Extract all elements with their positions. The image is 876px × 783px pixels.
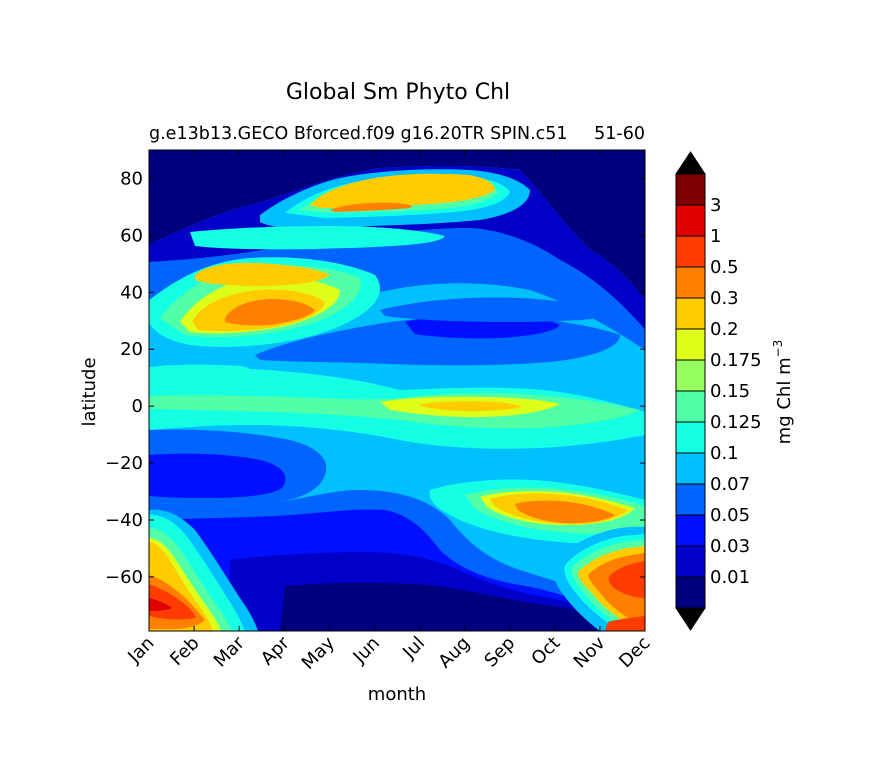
colorbar-band-0	[676, 577, 705, 608]
contour-na-bloom-orange	[225, 299, 315, 326]
x-tick-label-jun: Jun	[349, 633, 384, 668]
colorbar-tick-label-4: 0.1	[710, 443, 739, 464]
colorbar-label-base: mg Chl m	[774, 357, 795, 444]
contour-field	[149, 150, 645, 631]
colorbar-tick-label-1: 0.03	[710, 536, 750, 557]
colorbar-band-5	[676, 422, 705, 453]
colorbar-band-9	[676, 298, 705, 329]
colorbar-band-12	[676, 205, 705, 236]
contour-ss-bloom-bottom	[605, 616, 645, 631]
colorbar	[675, 151, 706, 631]
y-tick-label-0: 0	[132, 396, 143, 417]
contour-arctic-bloom-orange	[330, 202, 412, 212]
colorbar-band-2	[676, 515, 705, 546]
x-tick-label-oct: Oct	[527, 633, 564, 670]
x-tick-label-mar: Mar	[210, 632, 249, 671]
colorbar-band-13	[676, 174, 705, 205]
contour-sa-bloom-orange	[515, 500, 615, 524]
x-axis-label: month	[368, 684, 426, 705]
x-tick-label-apr: Apr	[257, 632, 294, 669]
colorbar-band-3	[676, 484, 705, 515]
colorbar-tick-labels: 0.01 0.03 0.05 0.07 0.1 0.125 0.15 0.175 0.2 0.3 0…	[710, 195, 762, 588]
chart-title: Global Sm Phyto Chl	[286, 80, 510, 105]
colorbar-band-1	[676, 546, 705, 577]
plot-frame	[148, 149, 646, 632]
contour-ss-bloom-red	[608, 561, 645, 598]
contour-south-gyre-core	[149, 453, 286, 498]
colorbar-tick-label-2: 0.05	[710, 505, 750, 526]
x-tick-label-jul: Jul	[398, 633, 429, 664]
x-tick-labels: Jan Feb Mar Apr May Jun Jul Aug Sep Oct Nov Dec	[123, 632, 654, 674]
colorbar-tick-label-6: 0.15	[710, 381, 750, 402]
contour-sj-bloom-red	[149, 584, 196, 620]
colorbar-band-4	[676, 453, 705, 484]
colorbar-tick-label-12: 3	[710, 195, 721, 216]
x-tick-label-nov: Nov	[570, 632, 610, 672]
colorbar-tick-label-11: 1	[710, 226, 721, 247]
chart-subtitle-left: g.e13b13.GECO Bforced.f09 g16.20TR SPIN.…	[149, 124, 568, 144]
colorbar-tick-label-0: 0.01	[710, 567, 750, 588]
axis-ticks	[148, 150, 646, 631]
contour-na-bloom-upper	[195, 262, 330, 286]
y-tick-label-40: 40	[120, 282, 143, 303]
y-tick-label-80: 80	[120, 168, 143, 189]
colorbar-band-8	[676, 329, 705, 360]
x-tick-label-may: May	[298, 632, 339, 673]
colorbar-tick-label-9: 0.3	[710, 288, 739, 309]
y-tick-label-20: 20	[120, 339, 143, 360]
contour-sj-bloom-darkred	[149, 598, 172, 611]
y-tick-label-60: 60	[120, 225, 143, 246]
chart-subtitle-right: 51-60	[594, 124, 645, 144]
contour-60n-band	[190, 226, 445, 250]
y-tick-label--60: −60	[105, 567, 143, 588]
x-tick-label-jan: Jan	[123, 633, 158, 668]
contour-arctic-low	[149, 150, 645, 300]
x-tick-label-sep: Sep	[480, 633, 519, 672]
colorbar-band-7	[676, 360, 705, 391]
x-tick-label-aug: Aug	[434, 633, 474, 673]
colorbar-tick-label-10: 0.5	[710, 257, 739, 278]
colorbar-band-10	[676, 267, 705, 298]
colorbar-extend-max	[675, 151, 706, 175]
colorbar-label: mg Chl m−3	[771, 340, 795, 445]
y-tick-label--20: −20	[105, 453, 143, 474]
contour-north-gyre-upper	[380, 297, 620, 322]
contour-equator-yellow	[420, 401, 522, 412]
contour-arctic-bloom-yellow	[310, 173, 495, 208]
colorbar-band-6	[676, 391, 705, 422]
colorbar-extend-min	[675, 607, 706, 631]
y-axis-label: latitude	[79, 357, 100, 426]
colorbar-band-11	[676, 236, 705, 267]
colorbar-tick-label-7: 0.175	[710, 350, 762, 371]
x-tick-label-feb: Feb	[166, 633, 203, 670]
y-tick-labels: 80 60 40 20 0 −20 −40 −60	[105, 168, 143, 587]
contour-layers	[149, 150, 645, 631]
contour-equator-north-patch	[149, 364, 252, 377]
colorbar-tick-label-5: 0.125	[710, 412, 762, 433]
y-tick-label--40: −40	[105, 510, 143, 531]
x-tick-label-dec: Dec	[615, 633, 654, 672]
contour-southern-ocean-darkest	[280, 582, 620, 631]
colorbar-tick-label-3: 0.07	[710, 474, 750, 495]
colorbar-tick-label-8: 0.2	[710, 319, 739, 340]
colorbar-label-exponent: −3	[771, 340, 785, 358]
